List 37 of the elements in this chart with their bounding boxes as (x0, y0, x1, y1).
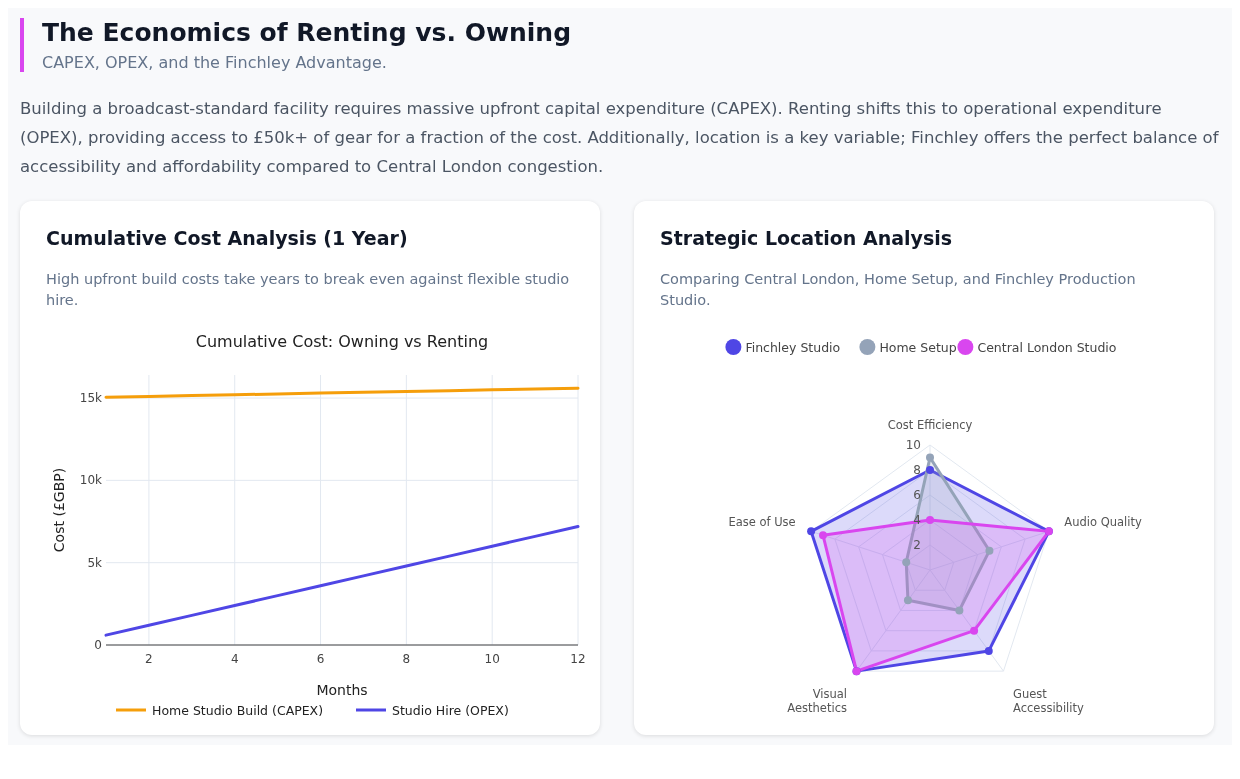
legend-label: Central London Studio (977, 339, 1117, 355)
text: CAPEX, OPEX, and the Finchley Advantage. (42, 53, 388, 72)
y-tick-label: 10 (905, 438, 921, 452)
x-axis-title: Months (316, 682, 368, 698)
y-tick-label: 8 (913, 463, 921, 477)
y-axis-title: Cost (£GBP) (51, 467, 67, 553)
x-tick-label: 8 (402, 652, 411, 666)
x-tick-label: 12 (570, 652, 586, 666)
chart-subtitle: High upfront build costs take years to break even against flexible studio hire. (46, 270, 571, 310)
x-tick-label: 2 (145, 652, 153, 666)
legend-label: Studio Hire (OPEX) (392, 703, 509, 718)
text: Building a broadcast-standard facility requires massive upfront capital expenditure (CAPEX). Renting shifts this to operational expenditure (OPEX), providing access to £50k+ of gear for a fraction of the cost. Additionally, location is a key variable; Finchley offers the perfect balance of accessibility and affordability compared to Central London congestion. (20, 98, 1220, 178)
spoke-label: Audio Quality (1064, 515, 1142, 530)
chart-title: Strategic Location Analysis (660, 227, 954, 249)
x-tick-label: 10 (484, 652, 500, 666)
y-tick-label: 4 (913, 513, 921, 527)
chart-subtitle: Comparing Central London, Home Setup, and Finchley Production Studio. (660, 270, 1137, 310)
text: The Economics of Renting vs. Owning (42, 18, 572, 47)
line-series (104, 386, 580, 399)
y-tick-label: 5k (87, 555, 103, 570)
y-tick-label: 0 (94, 638, 102, 652)
spoke-label: Visual Aesthetics (787, 687, 847, 716)
spoke-label: Guest Accessibility (1013, 687, 1084, 716)
y-tick-label: 15k (79, 391, 103, 406)
legend-label: Home Setup (879, 339, 957, 355)
x-tick-label: 4 (230, 652, 239, 666)
y-tick-label: 10k (79, 473, 103, 488)
chart-title: Cumulative Cost Analysis (1 Year) (46, 227, 409, 249)
spoke-label: Ease of Use (728, 515, 796, 530)
y-tick-label: 6 (913, 488, 921, 502)
line-series (104, 524, 580, 637)
text: Cumulative Cost: Owning vs Renting (195, 332, 489, 351)
spoke-label: Cost Efficiency (887, 417, 973, 432)
legend-label: Home Studio Build (CAPEX) (152, 703, 324, 718)
x-tick-label: 6 (316, 652, 325, 666)
legend-label: Finchley Studio (745, 339, 841, 355)
y-tick-label: 2 (913, 538, 921, 552)
